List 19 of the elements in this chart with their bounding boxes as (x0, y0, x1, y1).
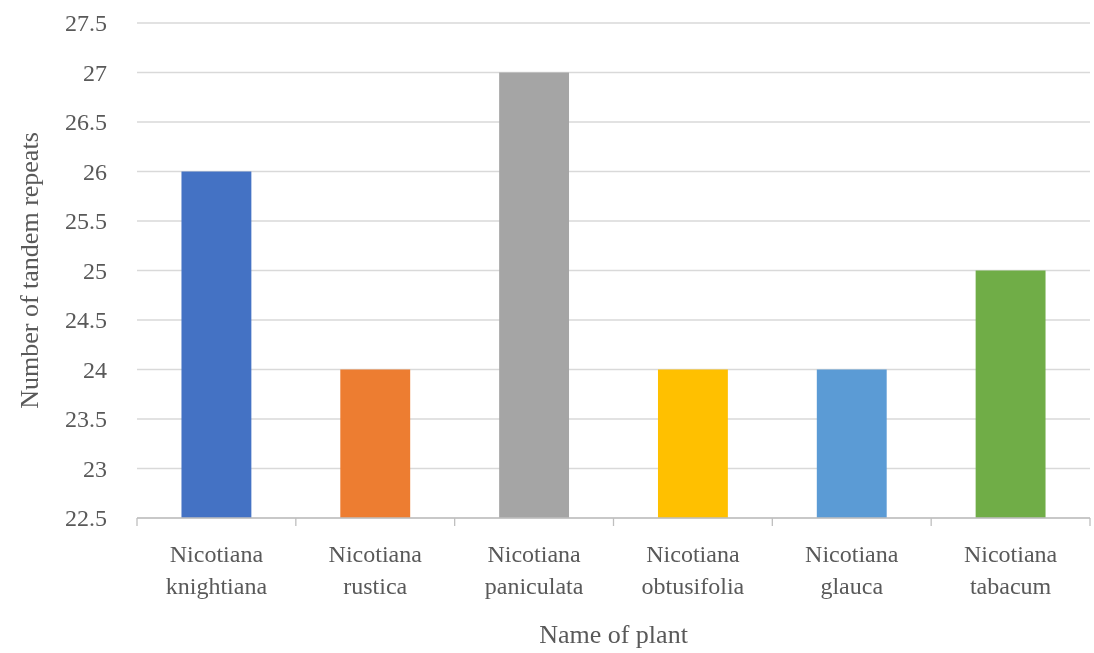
y-tick-label: 25 (83, 257, 107, 284)
y-tick-label: 26.5 (65, 109, 107, 136)
y-tick-label: 24.5 (65, 307, 107, 334)
x-axis-title: Name of plant (539, 620, 689, 649)
y-tick-label: 24 (83, 356, 107, 383)
y-tick-label: 27 (83, 59, 107, 86)
x-tick-label: Nicotiana paniculata (484, 541, 584, 599)
y-tick-label: 25.5 (65, 208, 107, 235)
x-tick-label: Nicotiana obtusifolia (641, 541, 745, 599)
y-tick-label: 26 (83, 158, 107, 185)
x-tick-label: Nicotiana tabacum (963, 541, 1058, 599)
y-tick-label: 27.5 (65, 10, 107, 37)
y-tick-label: 23 (83, 455, 107, 482)
x-tick-label: Nicotiana glauca (805, 541, 899, 599)
x-tick-label: Nicotiana knightiana (165, 541, 268, 599)
y-axis-title: Number of tandem repeats (15, 132, 44, 409)
y-tick-label: 23.5 (65, 406, 107, 433)
y-tick-label: 22.5 (65, 505, 107, 532)
x-tick-label: Nicotiana rustica (328, 541, 423, 599)
